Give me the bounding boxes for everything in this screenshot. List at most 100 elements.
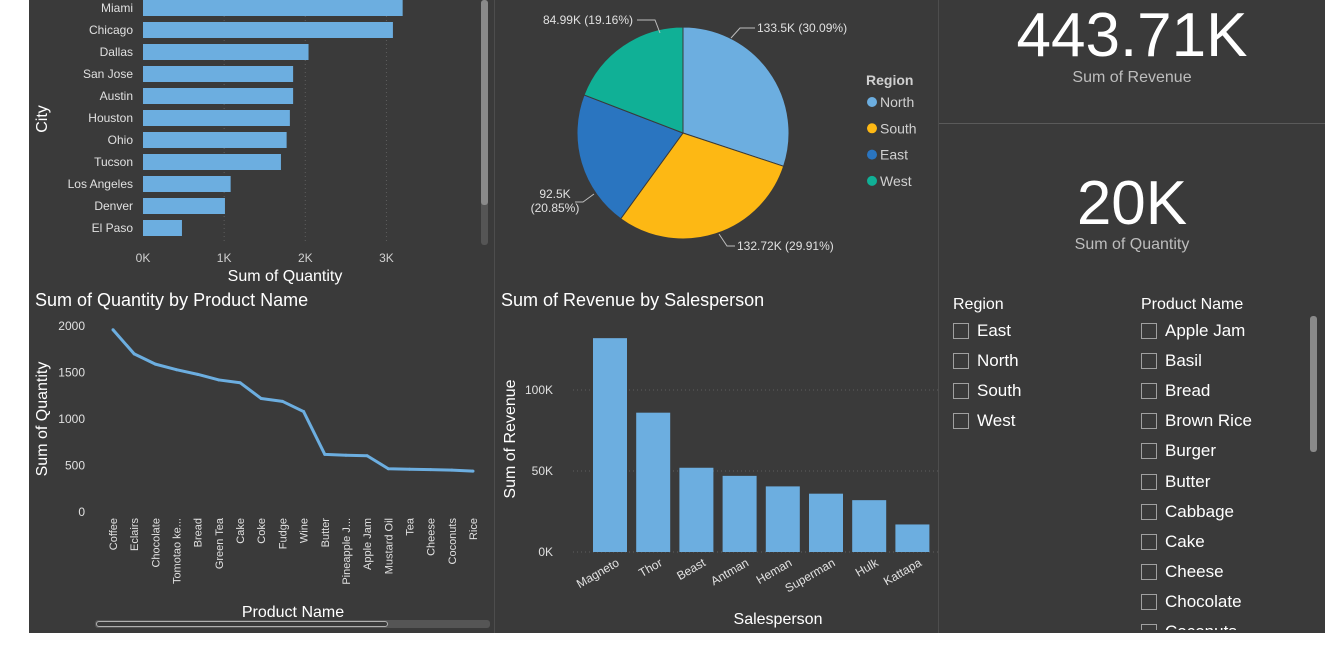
checkbox[interactable] [1141,383,1157,400]
product-line-svg: 0 500 1000 1500 2000 Coffee Eclairs Chocolate To… [34,319,480,621]
bar-houston[interactable] [143,110,290,126]
x-tick-label: Cheese [426,518,438,556]
option-label: Basil [1165,351,1202,371]
product-option-bread[interactable]: Bread [1141,379,1210,403]
product-quantity-chart[interactable]: Sum of Quantity by Product Name 0 500 1000… [29,285,494,633]
option-label: East [977,321,1012,340]
checkbox[interactable] [1141,413,1157,430]
line-point [259,397,263,401]
product-option-apple-jam[interactable]: Apple Jam [1141,319,1245,343]
bar-los-angeles[interactable] [143,176,231,192]
city-chart-scrollbar-thumb[interactable] [481,0,488,205]
product-option-burger[interactable]: Burger [1141,439,1216,463]
x-tick-label: Antman [708,555,751,588]
bar-superman[interactable] [809,493,843,552]
bar-kattapa[interactable] [895,524,930,552]
x-tick-label: Fudge [277,518,289,549]
region-option-east[interactable]: East [953,319,1011,343]
checkbox[interactable] [1141,593,1157,610]
product-option-cheese[interactable]: Cheese [1141,560,1224,584]
region-slicer[interactable]: Region East North South West [939,285,1129,633]
option-label: Chocolate [1165,591,1242,611]
line-point [386,467,390,471]
line-point [450,468,454,472]
x-tick-label: Eclairs [129,518,141,552]
salesperson-revenue-chart[interactable]: Sum of Revenue by Salesperson 0K 50K 100K M… [495,285,938,633]
option-label: Burger [1165,441,1217,461]
checkbox[interactable] [953,413,969,429]
line-point [344,453,348,457]
x-tick-label: Kattapa [881,555,924,588]
product-chart-scrollbar-thumb[interactable] [96,621,388,627]
checkbox[interactable] [1141,503,1157,520]
leader-line [575,193,595,203]
x-tick-label: Chocolate [150,518,162,568]
product-option-cake[interactable]: Cake [1141,530,1205,554]
checkbox[interactable] [1141,563,1157,580]
kpi-revenue-card[interactable]: 443.71K Sum of Revenue [939,0,1325,123]
checkbox[interactable] [953,353,969,369]
option-label: Apple Jam [1165,321,1246,340]
legend-marker [867,123,877,134]
kpi-quantity-card[interactable]: 20K Sum of Quantity [939,124,1325,284]
data-label: 132.72K (29.91%) [737,239,834,253]
checkbox[interactable] [953,323,969,339]
product-option-cabbage[interactable]: Cabbage [1141,500,1234,524]
x-tick-label: Magneto [574,555,622,591]
checkbox[interactable] [1141,353,1157,370]
checkbox[interactable] [1141,624,1157,630]
checkbox[interactable] [1141,473,1157,490]
bar-chicago[interactable] [143,22,393,38]
pie-slice-north[interactable] [682,26,790,167]
bar-miami[interactable] [143,0,403,16]
checkbox[interactable] [1141,533,1157,550]
bar-ohio[interactable] [143,132,287,148]
data-label: (20.85%) [531,201,580,215]
product-option-brown-rice[interactable]: Brown Rice [1141,409,1252,433]
bar-hulk[interactable] [852,500,887,552]
legend-item-north[interactable]: North [880,94,914,110]
legend-item-south[interactable]: South [880,120,917,136]
line-point [175,368,179,372]
bar-el-paso[interactable] [143,220,182,236]
x-tick-label: Hulk [853,555,882,580]
pie-slice-east[interactable] [576,94,684,220]
checkbox[interactable] [1141,323,1157,339]
legend-item-east[interactable]: East [880,147,908,163]
region-slicer-title: Region [953,296,1004,313]
bar-dallas[interactable] [143,44,309,60]
product-option-basil[interactable]: Basil [1141,349,1202,373]
line-point [407,467,411,471]
bar-tucson[interactable] [143,154,281,170]
region-option-south[interactable]: South [953,379,1021,403]
region-option-north[interactable]: North [953,349,1019,373]
bar-antman[interactable] [722,475,757,552]
legend-item-west[interactable]: West [880,173,912,189]
product-chart-scrollbar[interactable] [95,620,490,628]
quantity-line [111,328,474,473]
product-option-chocolate[interactable]: Chocolate [1141,590,1242,614]
bar-magneto[interactable] [593,338,627,552]
line-point [280,399,284,403]
bar-austin[interactable] [143,88,294,104]
line-point [471,469,475,473]
line-point [153,362,157,366]
region-revenue-pie[interactable]: 133.5K (30.09%) 132.72K (29.91%) 92.5K (20.… [495,0,938,290]
checkbox[interactable] [1141,443,1157,460]
bar-denver[interactable] [143,198,225,214]
line-point [132,352,136,356]
bar-san-jose[interactable] [143,66,294,82]
product-option-butter[interactable]: Butter [1141,470,1210,494]
region-option-west[interactable]: West [953,409,1015,433]
product-slicer-scrollbar[interactable] [1310,316,1317,452]
city-chart-scrollbar[interactable] [481,0,488,245]
bar-thor[interactable] [636,412,671,552]
bar-heman[interactable] [765,486,800,552]
product-option-coconuts[interactable]: Coconuts [1141,620,1237,630]
product-slicer[interactable]: Product Name Apple Jam Basil Bread Brown Ri… [1129,285,1325,633]
pie-slice-south[interactable] [620,132,785,240]
pie-slice-west[interactable] [583,26,684,134]
bar-beast[interactable] [679,467,714,552]
city-quantity-chart[interactable]: Miami Chicago Dallas San Jose Austin Houston O… [29,0,494,290]
checkbox[interactable] [953,383,969,399]
